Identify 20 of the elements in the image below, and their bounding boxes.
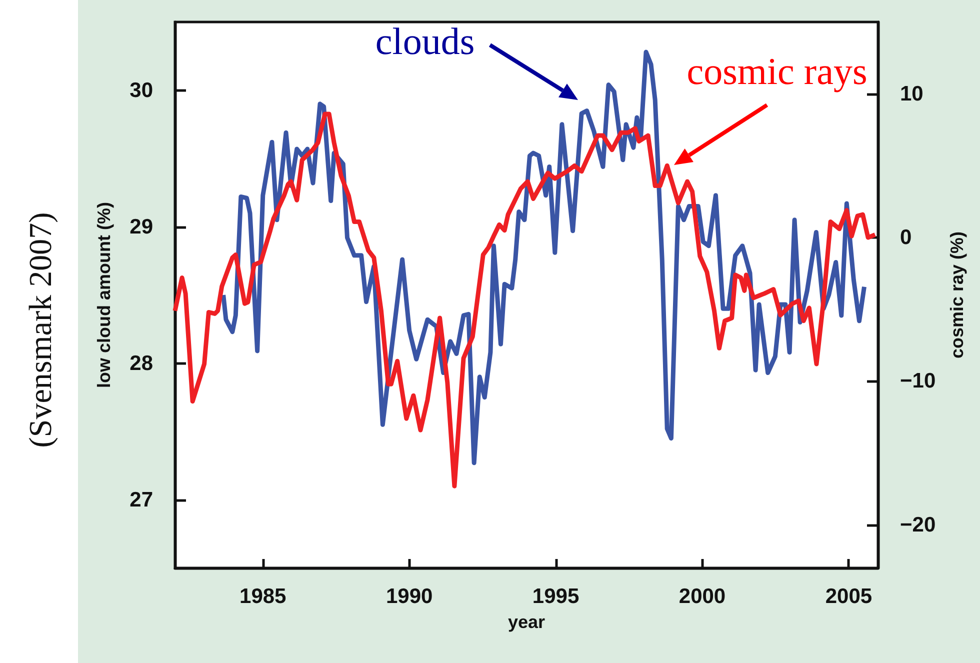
- y2-tick-label: −10: [900, 370, 936, 393]
- y-tick-label: 29: [130, 215, 153, 238]
- y2-tick-label: 0: [900, 226, 912, 250]
- x-tick-label: 1990: [386, 585, 433, 608]
- x-tick-label: 1995: [532, 585, 580, 608]
- y-tick-label: 30: [130, 78, 153, 102]
- y2-tick-label: −20: [900, 513, 936, 536]
- y2-tick-label: 10: [900, 82, 924, 106]
- annotation: clouds: [375, 21, 475, 63]
- x-axis-title: year: [508, 612, 546, 632]
- y-axis-title: low cloud amount (%): [94, 202, 114, 388]
- text: (Svensmark 2007): [22, 212, 58, 448]
- x-tick-label: 2005: [825, 585, 872, 608]
- line-series: [172, 112, 878, 488]
- y2-axis-title: cosmic ray (%): [947, 231, 967, 359]
- x-tick-label: 1985: [240, 585, 287, 608]
- y-tick-label: 28: [130, 352, 154, 375]
- annotation: cosmic rays: [686, 51, 868, 93]
- y-tick-label: 27: [130, 488, 153, 512]
- x-tick-label: 2000: [678, 585, 726, 608]
